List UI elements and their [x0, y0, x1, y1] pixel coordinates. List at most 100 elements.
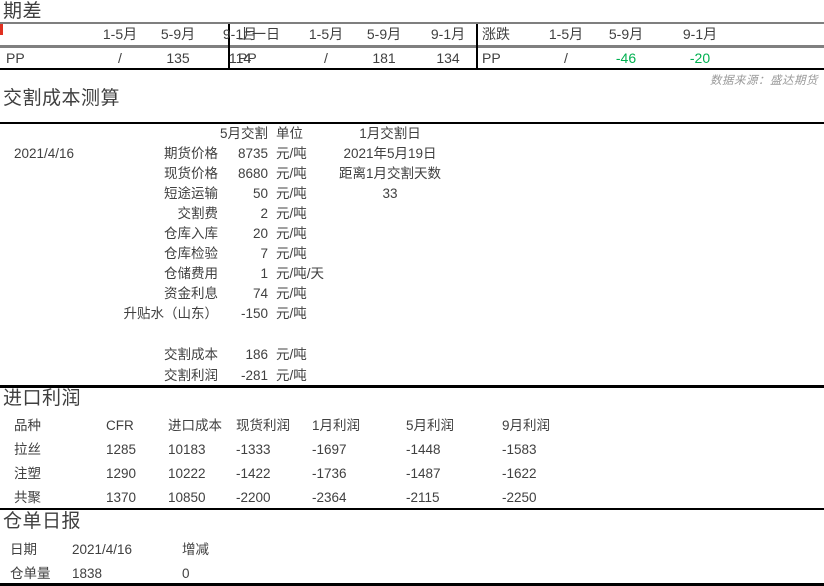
import-cell-5: -2115	[406, 490, 440, 505]
data-source-note: 数据来源：盛达期货	[710, 75, 818, 87]
cost-row-label: 仓储费用	[164, 266, 218, 281]
cost-row-label: 短途运输	[164, 186, 218, 201]
delivery-cost-row: 2021/4/16 期货价格 8735 元/吨 2021年5月19日	[0, 144, 824, 164]
warehouse-table-row: 仓单量 1838 0	[0, 562, 824, 585]
cost-row-value: 50	[252, 186, 268, 201]
delivery-cost-bottom-rule	[0, 385, 824, 388]
spread-c-value-3: -20	[689, 50, 711, 66]
cost-row-unit: 元/吨	[276, 146, 307, 161]
spread-header-c-3: 9-1月	[682, 26, 718, 42]
import-header-6: 9月利润	[502, 418, 551, 433]
spread-group-divider-2	[476, 24, 478, 69]
red-marker	[0, 24, 3, 35]
delivery-cost-row: 短途运输 50 元/吨 33	[0, 184, 824, 204]
import-cell-2: 10183	[168, 442, 206, 457]
spread-b-value-1: /	[324, 50, 328, 66]
summary-row-label: 交割利润	[164, 368, 218, 383]
import-cell-6: -1622	[502, 466, 537, 481]
delivery-cost-month-header: 5月交割	[219, 126, 268, 141]
import-header-row: 品种 CFR 进口成本 现货利润 1月利润 5月利润 9月利润	[0, 414, 824, 437]
import-table-row: 拉丝 1285 10183 -1333 -1697 -1448 -1583	[0, 438, 824, 461]
cost-row-value: 8735	[237, 146, 268, 161]
import-cell-6: -2250	[502, 490, 537, 505]
import-cell-1: 1290	[106, 466, 137, 481]
spread-group-divider-1	[228, 24, 230, 69]
import-cell-3: -1333	[236, 442, 271, 457]
spread-b-value-2: 181	[372, 50, 396, 66]
import-header-5: 5月利润	[406, 418, 455, 433]
delivery-date-value: 2021年5月19日	[343, 146, 437, 161]
spread-table-header-rule	[0, 45, 824, 48]
delivery-cost-row: 仓库检验 7 元/吨	[0, 244, 824, 264]
import-header-2: 进口成本	[168, 418, 222, 433]
import-cell-3: -2200	[236, 490, 271, 505]
report-date: 2021/4/16	[14, 146, 75, 161]
import-cell-0: 共聚	[14, 490, 41, 505]
spread-a-value-3: 114	[228, 50, 252, 66]
delivery-cost-top-rule	[0, 122, 824, 124]
cost-row-unit: 元/吨	[276, 306, 307, 321]
cost-row-unit: 元/吨	[276, 166, 307, 181]
warehouse-bottom-rule	[0, 583, 824, 586]
spread-data-row: PP / 135 114 PP / 181 134 PP / -46 -20	[0, 48, 824, 70]
cost-row-value: -150	[240, 306, 268, 321]
spread-a-row-label: PP	[6, 50, 25, 66]
cost-row-value: 74	[252, 286, 268, 301]
warehouse-cell-1: 2021/4/16	[72, 542, 133, 557]
import-cell-4: -2364	[312, 490, 347, 505]
import-header-4: 1月利润	[312, 418, 361, 433]
import-cell-1: 1285	[106, 442, 137, 457]
delivery-cost-row: 资金利息 74 元/吨	[0, 284, 824, 304]
delivery-cost-header-row: 5月交割 单位 1月交割日	[0, 124, 824, 144]
spread-header-a-1: 1-5月	[102, 26, 138, 42]
import-header-3: 现货利润	[236, 418, 290, 433]
import-header-0: 品种	[14, 418, 41, 433]
spread-header-b-2: 5-9月	[366, 26, 402, 42]
delivery-cost-unit-header: 单位	[276, 126, 303, 141]
spread-header-b-1: 1-5月	[308, 26, 344, 42]
spread-header-c-2: 5-9月	[608, 26, 644, 42]
delivery-cost-side-header: 1月交割日	[359, 126, 421, 141]
import-header-1: CFR	[106, 418, 134, 433]
spread-header-a-3: 9-1月	[222, 26, 258, 42]
cost-row-unit: 元/吨	[276, 186, 307, 201]
import-cell-0: 注塑	[14, 466, 41, 481]
cost-row-unit: 元/吨	[276, 226, 307, 241]
cost-row-label: 期货价格	[164, 146, 218, 161]
delivery-cost-row: 仓储费用 1 元/吨/天	[0, 264, 824, 284]
import-profit-title: 进口利润	[3, 388, 82, 409]
delivery-cost-title: 交割成本测算	[3, 88, 121, 109]
cost-row-label: 仓库检验	[164, 246, 218, 261]
warehouse-cell-0: 日期	[10, 542, 37, 557]
cost-row-unit: 元/吨	[276, 286, 307, 301]
delivery-cost-row: 现货价格 8680 元/吨 距离1月交割天数	[0, 164, 824, 184]
import-cell-3: -1422	[236, 466, 271, 481]
import-cell-6: -1583	[502, 442, 537, 457]
spread-a-value-2: 135	[166, 50, 190, 66]
summary-row-value: 186	[245, 347, 268, 362]
import-cell-4: -1736	[312, 466, 347, 481]
import-cell-5: -1448	[406, 442, 441, 457]
warehouse-cell-0: 仓单量	[10, 566, 51, 581]
import-cell-2: 10222	[168, 466, 206, 481]
cost-row-value: 7	[260, 246, 268, 261]
cost-row-value: 8680	[237, 166, 268, 181]
spread-table-top-rule	[0, 22, 824, 24]
spread-header-c-label: 涨跌	[482, 26, 510, 42]
spread-header-a-2: 5-9月	[160, 26, 196, 42]
summary-row-value: -281	[240, 368, 268, 383]
cost-row-value: 2	[260, 206, 268, 221]
import-cell-5: -1487	[406, 466, 441, 481]
spread-header-c-1: 1-5月	[548, 26, 584, 42]
cost-row-value: 1	[260, 266, 268, 281]
warehouse-receipt-title: 仓单日报	[3, 511, 82, 532]
import-profit-bottom-rule	[0, 508, 824, 510]
warehouse-cell-2: 0	[182, 566, 190, 581]
spread-c-value-2: -46	[615, 50, 637, 66]
days-to-delivery-label: 距离1月交割天数	[338, 166, 441, 181]
delivery-cost-row: 升贴水（山东） -150 元/吨	[0, 304, 824, 324]
summary-row-label: 交割成本	[164, 347, 218, 362]
import-cell-4: -1697	[312, 442, 347, 457]
warehouse-cell-1: 1838	[72, 566, 103, 581]
import-cell-2: 10850	[168, 490, 206, 505]
